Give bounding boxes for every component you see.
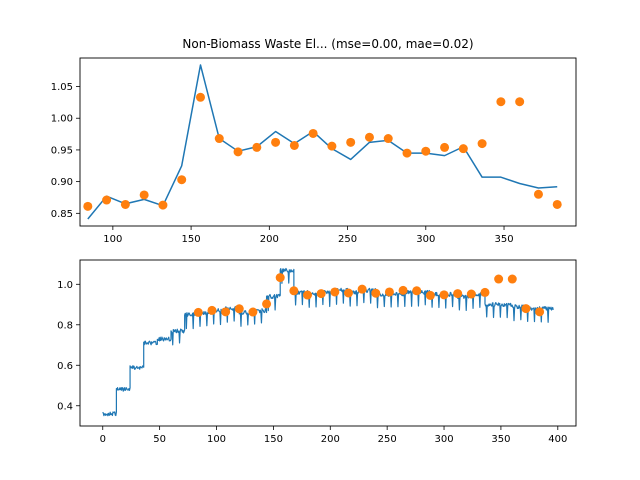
top-plot: 100 150 200 250 300 350 0.85 0.90 0.95 1.00 1.05: [51, 57, 577, 245]
x-tick-label: 50: [153, 434, 166, 445]
axes-frame: [79, 259, 577, 427]
data-point: [453, 289, 463, 299]
x-tick-label: 0: [100, 434, 106, 445]
series-line: [87, 64, 558, 220]
data-point: [271, 137, 281, 147]
x-tick-label: 400: [548, 434, 567, 445]
data-point: [364, 132, 374, 142]
data-point: [248, 307, 258, 317]
data-point: [552, 199, 562, 209]
data-point: [308, 128, 318, 138]
data-point: [234, 304, 244, 314]
x-tick-label: 150: [182, 234, 201, 245]
x-tick-label: 200: [260, 234, 279, 245]
data-point: [515, 97, 525, 107]
y-tick-label: 0.8: [57, 320, 73, 331]
data-point: [533, 189, 543, 199]
data-point: [466, 289, 476, 299]
data-point: [252, 142, 262, 152]
data-point: [193, 307, 203, 317]
y-tick-label: 1.00: [51, 114, 73, 125]
y-tick-label: 0.4: [57, 401, 73, 412]
data-point: [102, 195, 112, 205]
data-point: [384, 287, 394, 297]
chart-title: Non-Biomass Waste El... (mse=0.00, mae=0…: [182, 37, 473, 51]
data-point: [439, 290, 449, 300]
x-tick-label: 200: [321, 434, 340, 445]
data-point: [535, 307, 545, 317]
data-point: [207, 305, 217, 315]
x-tick-label: 300: [434, 434, 453, 445]
data-point: [496, 97, 506, 107]
x-tick-label: 100: [103, 234, 122, 245]
data-point: [83, 201, 93, 211]
y-tick-label: 0.6: [57, 361, 73, 372]
data-point: [480, 287, 490, 297]
data-point: [262, 299, 272, 309]
data-point: [330, 287, 340, 297]
bottom-plot: 0 50 100 150 200 250 300 350 400 0.4 0.6 0.8 1.0: [57, 259, 577, 445]
y-tick-label: 0.95: [51, 145, 73, 156]
data-point: [221, 307, 231, 317]
data-point: [383, 134, 393, 144]
data-point: [289, 286, 299, 296]
data-point: [316, 289, 326, 299]
x-tick-label: 300: [416, 234, 435, 245]
axes-frame: [79, 57, 577, 227]
x-tick-label: 350: [491, 434, 510, 445]
data-point: [357, 284, 367, 294]
data-point: [275, 273, 285, 283]
data-point: [303, 290, 313, 300]
y-tick-label: 0.90: [51, 177, 73, 188]
data-point: [233, 147, 243, 157]
data-point: [521, 304, 531, 314]
data-point: [139, 190, 149, 200]
series-line: [102, 267, 554, 417]
data-point: [440, 142, 450, 152]
data-point: [421, 146, 431, 156]
data-point: [425, 290, 435, 300]
x-tick-label: 150: [264, 434, 283, 445]
data-point: [195, 92, 205, 102]
x-tick-label: 100: [207, 434, 226, 445]
data-point: [398, 285, 408, 295]
x-tick-label: 250: [378, 434, 397, 445]
data-point: [327, 141, 337, 151]
data-point: [494, 274, 504, 284]
data-point: [458, 144, 468, 154]
data-point: [177, 175, 187, 185]
data-point: [158, 200, 168, 210]
data-point: [371, 288, 381, 298]
data-point: [289, 140, 299, 150]
data-point: [343, 288, 353, 298]
data-point: [412, 286, 422, 296]
y-tick-label: 0.85: [51, 209, 73, 220]
y-tick-label: 1.0: [57, 280, 73, 291]
data-point: [214, 134, 224, 144]
data-point: [402, 148, 412, 158]
data-point: [120, 199, 130, 209]
x-tick-label: 350: [494, 234, 513, 245]
x-tick-label: 250: [338, 234, 357, 245]
data-point: [507, 274, 517, 284]
data-point: [477, 139, 487, 149]
y-tick-label: 1.05: [51, 82, 73, 93]
data-point: [346, 137, 356, 147]
